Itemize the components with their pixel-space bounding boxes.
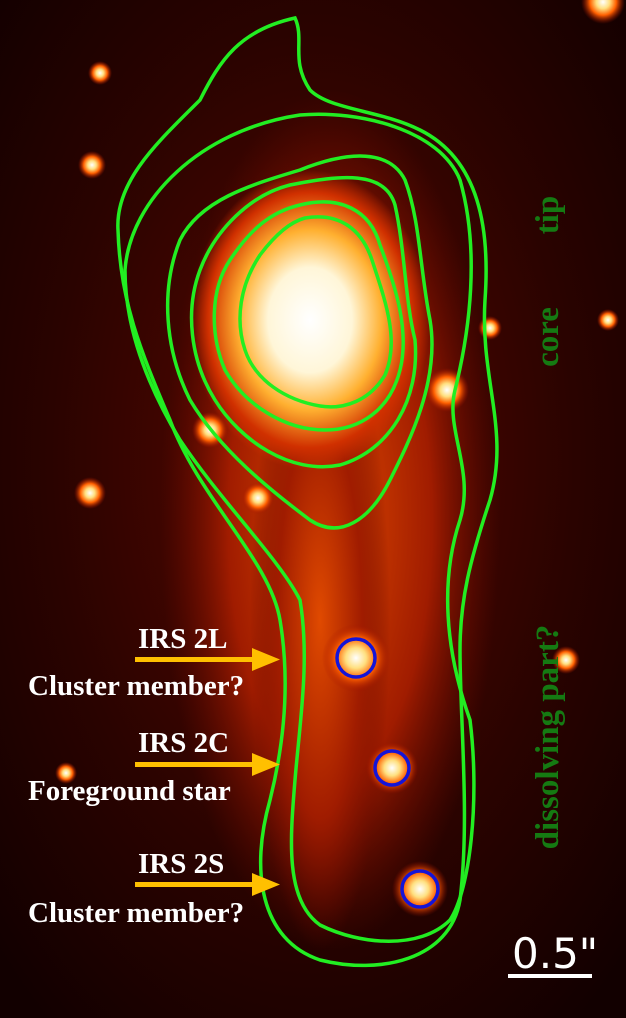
arrow-shaft — [135, 762, 255, 767]
scale-bar-label: 0.5" — [512, 929, 598, 978]
star — [425, 368, 469, 412]
arrow-shaft — [135, 882, 255, 887]
star — [322, 624, 390, 692]
region-label: dissolving part? — [530, 625, 566, 850]
source-name: IRS 2S — [138, 848, 224, 880]
star — [478, 316, 502, 340]
image: IRS 2L Cluster member? IRS 2C Foreground… — [0, 0, 626, 1018]
star — [78, 151, 106, 179]
source-note: Foreground star — [28, 775, 231, 807]
scale-bar — [508, 974, 592, 978]
source-note: Cluster member? — [28, 670, 244, 702]
region-label: core — [530, 307, 566, 367]
star — [74, 477, 106, 509]
arrow-shaft — [135, 657, 255, 662]
source-name: IRS 2L — [138, 623, 227, 655]
star — [88, 61, 112, 85]
region-label: tip — [530, 196, 566, 235]
source-name: IRS 2C — [138, 727, 229, 759]
star — [597, 309, 619, 331]
source-note: Cluster member? — [28, 897, 244, 929]
